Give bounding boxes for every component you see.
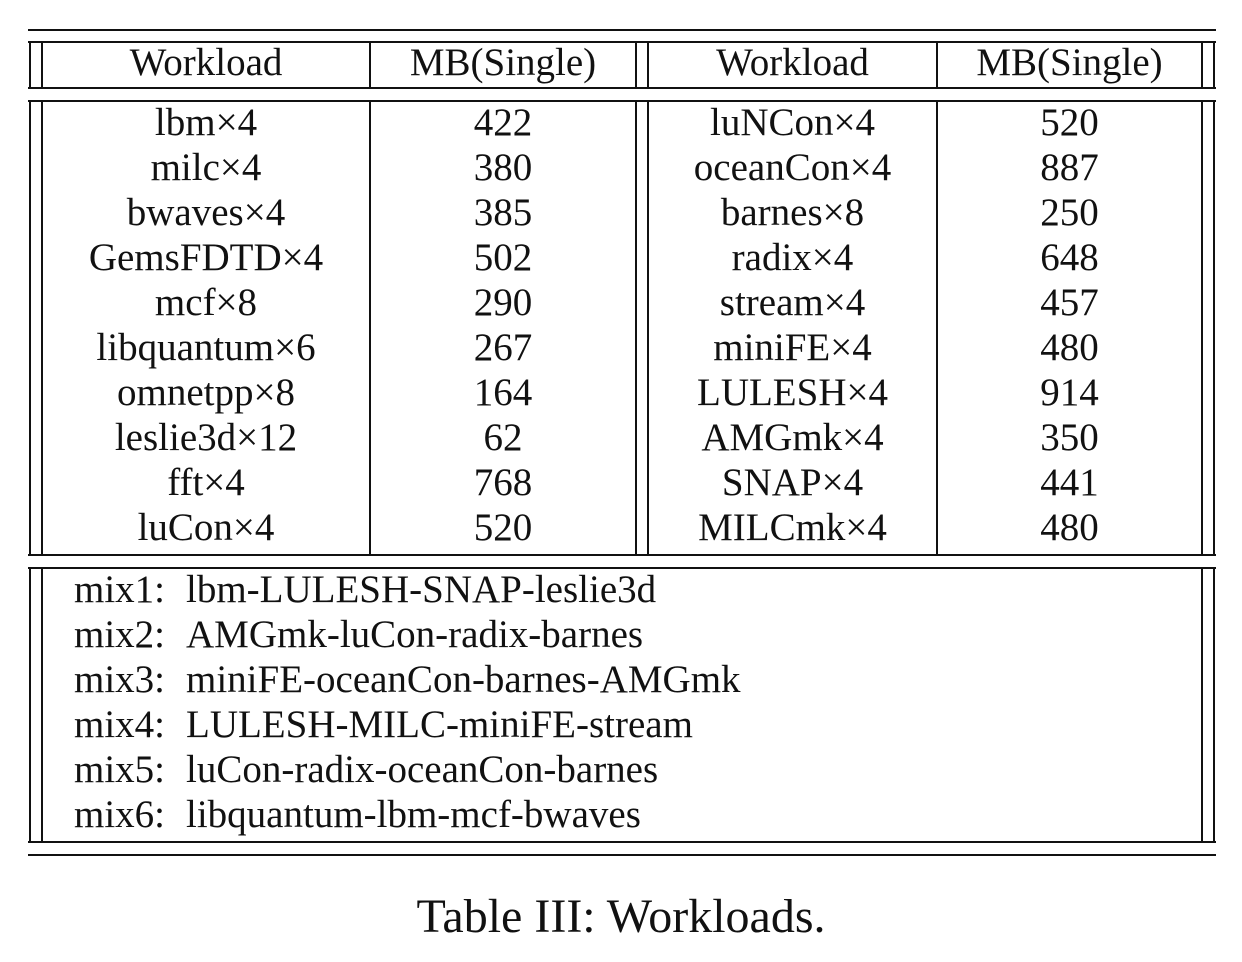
mb-cell: 290 (473, 281, 533, 324)
column-rule (29, 100, 31, 556)
workload-cell: stream×4 (719, 281, 866, 324)
mb-cell: 267 (473, 326, 533, 369)
mb-cell: 887 (1040, 146, 1099, 189)
workload-cell: radix×4 (731, 236, 854, 279)
column-rule (29, 567, 31, 843)
workload-cell: SNAP×4 (721, 461, 864, 504)
column-rule (41, 41, 43, 89)
mb-cell: 648 (1040, 236, 1099, 279)
workload-cell: milc×4 (150, 146, 262, 189)
workload-cell: AMGmk×4 (701, 416, 884, 459)
workload-cell: barnes×8 (720, 191, 865, 234)
mb-cell: 441 (1040, 461, 1099, 504)
column-rule (936, 100, 938, 556)
workload-cell: MILCmk×4 (698, 506, 887, 549)
workload-cell: luCon×4 (137, 506, 275, 549)
mb-cell: 422 (473, 101, 533, 144)
workload-cell: mcf×8 (154, 281, 258, 324)
workload-cell: libquantum×6 (96, 326, 316, 369)
mb-cell: 768 (473, 461, 533, 504)
header-mb-single-left: MB(Single) (409, 41, 597, 84)
column-rule (647, 41, 649, 89)
column-rule (635, 100, 637, 556)
mb-cell: 164 (473, 371, 533, 414)
mix-label: mix5: (74, 748, 166, 791)
column-rule (29, 41, 31, 89)
workload-cell: LULESH×4 (697, 371, 888, 414)
workload-cell: luNCon×4 (709, 101, 875, 144)
top-rule (28, 29, 1216, 31)
header-top-rule (28, 41, 1216, 43)
mix-value: miniFE-oceanCon-barnes-AMGmk (186, 658, 741, 701)
body-top-rule (28, 100, 1216, 102)
column-rule (41, 100, 43, 556)
column-rule (369, 41, 371, 89)
column-rule (1213, 567, 1215, 843)
mix-label: mix3: (74, 658, 166, 701)
mb-cell: 62 (483, 416, 523, 459)
mix-value: libquantum-lbm-mcf-bwaves (186, 793, 641, 836)
workload-cell: fft×4 (167, 461, 245, 504)
column-rule (1201, 100, 1203, 556)
workload-cell: bwaves×4 (126, 191, 286, 234)
mb-cell: 250 (1040, 191, 1099, 234)
mb-cell: 350 (1040, 416, 1099, 459)
body-bottom-rule (28, 554, 1216, 556)
mix-row: mix4: LULESH-MILC-miniFE-stream (74, 702, 693, 747)
mix-value: luCon-radix-oceanCon-barnes (186, 748, 659, 791)
column-rule (1213, 100, 1215, 556)
mix-row: mix2: AMGmk-luCon-radix-barnes (74, 612, 643, 657)
mb-cell: 457 (1040, 281, 1099, 324)
mb-cell: 520 (473, 506, 533, 549)
column-rule (635, 41, 637, 89)
column-rule (369, 100, 371, 556)
workload-cell: oceanCon×4 (693, 146, 892, 189)
column-rule (1201, 41, 1203, 89)
mb-cell: 385 (473, 191, 533, 234)
column-rule (647, 100, 649, 556)
mb-cell: 520 (1040, 101, 1099, 144)
workload-cell: leslie3d×12 (114, 416, 298, 459)
mix-value: lbm-LULESH-SNAP-leslie3d (186, 568, 657, 611)
mb-cell: 914 (1040, 371, 1099, 414)
mb-cell: 380 (473, 146, 533, 189)
mix-row: mix1: lbm-LULESH-SNAP-leslie3d (74, 567, 656, 612)
mb-cell: 502 (473, 236, 533, 279)
bottom-rule (28, 854, 1216, 856)
mix-label: mix1: (74, 568, 166, 611)
mb-cell: 480 (1040, 326, 1099, 369)
header-workload-right: Workload (716, 41, 869, 84)
mix-value: LULESH-MILC-miniFE-stream (186, 703, 693, 746)
mix-label: mix4: (74, 703, 166, 746)
column-rule (41, 567, 43, 843)
mix-row: mix6: libquantum-lbm-mcf-bwaves (74, 792, 641, 837)
header-bottom-rule (28, 87, 1216, 89)
workload-cell: lbm×4 (154, 101, 258, 144)
column-rule (1201, 567, 1203, 843)
mix-top-rule (28, 567, 1216, 569)
workload-cell: omnetpp×8 (117, 371, 295, 414)
mix-row: mix5: luCon-radix-oceanCon-barnes (74, 747, 658, 792)
table-caption: Table III: Workloads. (416, 890, 826, 943)
mix-bottom-rule (28, 841, 1216, 843)
mix-row: mix3: miniFE-oceanCon-barnes-AMGmk (74, 657, 741, 702)
mb-cell: 480 (1040, 506, 1099, 549)
mix-value: AMGmk-luCon-radix-barnes (186, 613, 644, 656)
column-rule (1213, 41, 1215, 89)
mix-label: mix2: (74, 613, 166, 656)
header-mb-single-right: MB(Single) (976, 41, 1163, 84)
workload-cell: GemsFDTD×4 (88, 236, 324, 279)
header-workload-left: Workload (129, 41, 283, 84)
column-rule (936, 41, 938, 89)
workload-cell: miniFE×4 (713, 326, 872, 369)
mix-label: mix6: (74, 793, 166, 836)
